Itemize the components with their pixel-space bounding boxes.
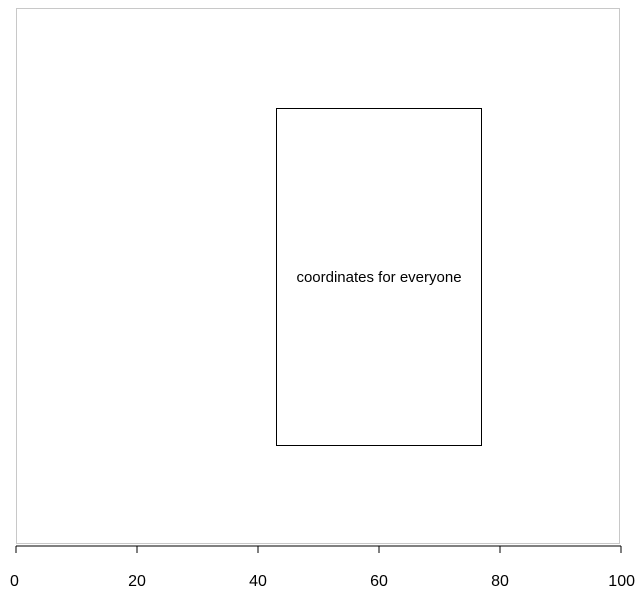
x-tick-label: 100: [608, 573, 635, 590]
x-tick-label: 80: [491, 573, 509, 590]
x-tick-label: 20: [128, 573, 146, 590]
annotation-label: coordinates for everyone: [296, 268, 462, 286]
x-tick-label: 0: [10, 573, 19, 590]
plot-frame: [16, 8, 620, 544]
x-tick-label: 40: [249, 573, 267, 590]
annotation-box: coordinates for everyone: [276, 108, 482, 446]
x-axis-ticks: 0 20 40 60 80 100: [10, 546, 635, 590]
x-tick-label: 60: [370, 573, 388, 590]
